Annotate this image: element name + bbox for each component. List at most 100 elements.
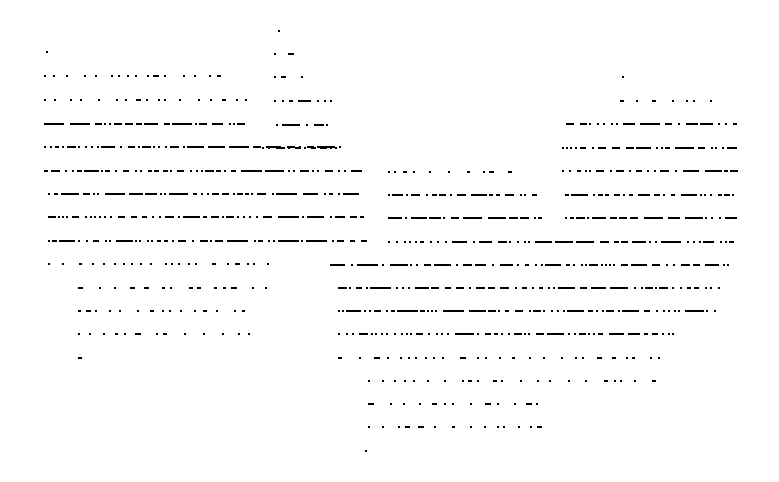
dot-mark	[429, 217, 441, 219]
dot-mark	[210, 240, 212, 242]
dot-mark	[528, 241, 530, 243]
dot-mark	[352, 333, 354, 335]
dot-mark	[604, 380, 608, 382]
dot-mark	[289, 100, 293, 102]
dot-mark	[311, 147, 316, 149]
dot-mark	[404, 241, 406, 243]
dot-mark	[281, 76, 286, 78]
dot-mark	[116, 99, 118, 101]
dot-mark	[719, 217, 721, 219]
dot-mark	[431, 287, 439, 289]
dot-mark	[613, 264, 615, 266]
dot-mark	[452, 426, 455, 428]
dot-mark	[105, 240, 107, 242]
dot-mark	[164, 193, 166, 195]
dot-mark	[524, 333, 526, 335]
dot-mark	[623, 123, 635, 125]
dot-mark	[500, 287, 509, 289]
dot-mark	[91, 146, 93, 148]
dot-mark	[455, 333, 474, 335]
dot-mark	[302, 216, 304, 218]
dot-mark	[675, 147, 694, 149]
dot-mark	[723, 264, 725, 266]
dot-mark	[403, 171, 407, 173]
dot-mark	[439, 194, 446, 196]
dot-mark	[629, 170, 631, 172]
dot-mark	[518, 426, 520, 428]
dot-mark	[408, 357, 410, 359]
dot-mark	[411, 194, 420, 196]
dot-mark	[346, 310, 361, 312]
dot-mark	[588, 310, 593, 312]
dot-mark	[129, 193, 143, 195]
dot-mark	[665, 147, 670, 149]
dot-mark	[156, 333, 158, 335]
dot-mark	[172, 240, 174, 242]
dot-mark	[103, 333, 105, 335]
dot-mark	[475, 264, 486, 266]
dot-mark	[93, 240, 99, 242]
dot-mark	[374, 310, 381, 312]
dot-mark	[274, 100, 276, 102]
dot-mark	[330, 100, 332, 102]
dot-mark	[256, 216, 258, 218]
dot-mark	[388, 217, 402, 219]
dot-mark	[257, 193, 266, 195]
dot-mark	[614, 241, 619, 243]
dot-mark	[715, 147, 717, 149]
dot-mark	[222, 193, 229, 195]
dot-mark	[158, 99, 160, 101]
dot-mark	[515, 310, 523, 312]
dot-mark	[536, 403, 538, 405]
dot-mark	[498, 241, 507, 243]
dot-mark	[488, 217, 506, 219]
dot-mark	[444, 380, 446, 382]
dot-mark	[591, 287, 606, 289]
dot-mark	[84, 170, 99, 172]
dot-mark	[425, 357, 427, 359]
dot-mark	[90, 216, 92, 218]
dot-mark	[338, 287, 347, 289]
dot-mark	[44, 146, 46, 148]
dot-mark	[243, 216, 245, 218]
dot-mark	[705, 217, 707, 219]
dot-mark	[92, 263, 94, 265]
dot-mark	[445, 241, 447, 243]
dot-mark	[344, 170, 346, 172]
dot-mark	[467, 171, 470, 173]
dot-mark	[543, 310, 545, 312]
dot-mark	[97, 193, 99, 195]
dot-mark	[268, 147, 270, 149]
dot-mark	[169, 310, 171, 312]
dot-mark	[210, 99, 212, 101]
dot-mark	[445, 287, 451, 289]
dot-mark	[233, 123, 235, 125]
dot-mark	[44, 75, 46, 77]
dot-mark	[135, 75, 137, 77]
dot-mark	[217, 75, 221, 77]
dot-mark	[146, 99, 148, 101]
dot-mark	[99, 216, 101, 218]
dot-mark	[485, 403, 491, 405]
dot-mark	[371, 333, 373, 335]
dot-mark	[400, 357, 402, 359]
dot-mark	[621, 241, 628, 243]
dot-mark	[592, 217, 606, 219]
dot-mark	[278, 30, 280, 32]
dot-mark	[55, 146, 59, 148]
dot-mark	[236, 99, 238, 101]
dot-mark	[558, 287, 575, 289]
dot-mark	[711, 217, 713, 219]
dot-mark	[150, 310, 154, 312]
dot-mark	[665, 123, 672, 125]
dot-mark	[535, 241, 552, 243]
dot-mark	[211, 216, 219, 218]
dot-mark	[337, 240, 344, 242]
dot-mark	[253, 146, 261, 148]
dot-mark	[128, 146, 135, 148]
dot-mark	[600, 241, 609, 243]
dot-mark	[674, 310, 676, 312]
dot-mark	[725, 217, 737, 219]
dot-mark	[101, 170, 103, 172]
dot-mark	[732, 194, 734, 196]
